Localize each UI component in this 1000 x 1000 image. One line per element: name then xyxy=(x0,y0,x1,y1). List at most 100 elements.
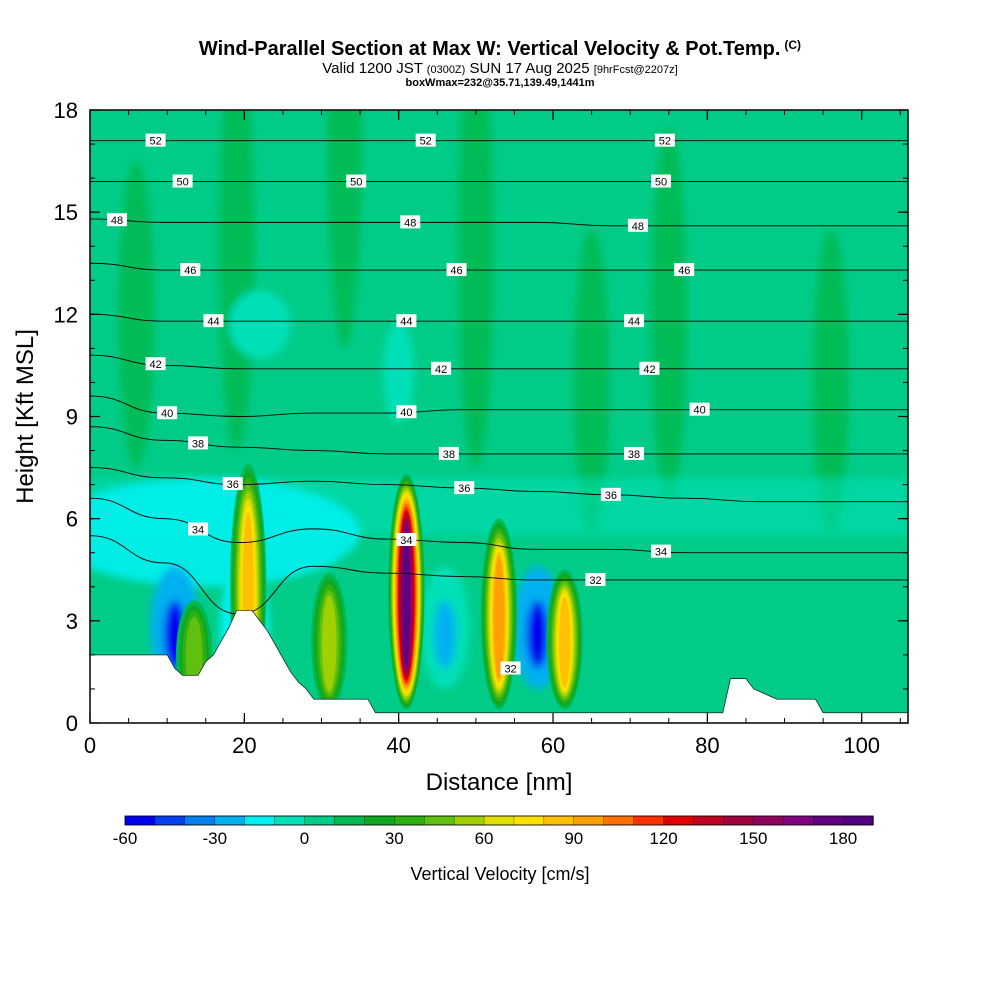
colorbar-swatch xyxy=(394,815,425,826)
contour-label: 44 xyxy=(207,316,219,328)
contour-label: 44 xyxy=(628,316,640,328)
theta-contour-labels: 32 32 34 34 34 36 36 36 38 38 38 40 40 40 42 42 42 44 44 44… xyxy=(107,133,710,676)
contour-label-bg xyxy=(674,263,695,277)
contour-label-bg xyxy=(585,572,606,586)
contour-label-bg xyxy=(188,522,209,536)
contour-label: 40 xyxy=(161,408,173,420)
contour-label-bg xyxy=(107,213,128,227)
colorbar-swatch xyxy=(304,815,336,826)
colorbar-swatch xyxy=(723,815,754,826)
x-tick-label: 60 xyxy=(541,733,565,758)
colorbar-swatch xyxy=(693,815,725,826)
colorbar-swatch xyxy=(364,815,395,826)
chart-box-info: boxWmax=232@35.71,139.49,1441m xyxy=(405,77,595,89)
colorbar-frame xyxy=(124,815,874,826)
contour-label-bg xyxy=(600,487,621,501)
contour-label: 50 xyxy=(350,177,362,189)
colorbar-tick-label: 120 xyxy=(649,829,677,848)
weak-updraft-band xyxy=(326,110,363,349)
x-tick-label: 20 xyxy=(232,733,256,758)
downdraft-core xyxy=(526,600,549,669)
contour-label-bg xyxy=(438,446,459,460)
contour-label-bg xyxy=(400,215,421,229)
contour-label: 42 xyxy=(643,364,655,376)
x-tick-label: 40 xyxy=(386,733,410,758)
colorbar-swatch xyxy=(543,815,575,826)
colorbar-tick-label: 60 xyxy=(475,829,494,848)
colorbar-tick-label: 90 xyxy=(564,829,583,848)
colorbar-tick-label: 150 xyxy=(739,829,767,848)
updraft-core-level xyxy=(493,556,505,679)
contour-label: 52 xyxy=(659,136,671,148)
colorbar-swatch xyxy=(453,815,485,826)
colorbar-swatch xyxy=(184,815,216,826)
contour-label-bg xyxy=(624,314,645,328)
theta-contour-line xyxy=(90,262,908,271)
theta-contour-line xyxy=(90,467,908,503)
contour-label: 38 xyxy=(192,438,204,450)
contour-label-bg xyxy=(222,477,243,491)
contour-label-bg xyxy=(446,263,467,277)
contour-label-bg xyxy=(651,174,672,188)
colorbar-tick-label: 180 xyxy=(829,829,857,848)
contour-label: 52 xyxy=(149,136,161,148)
colorbar-swatch xyxy=(124,815,156,826)
colorbar-swatch xyxy=(483,815,515,826)
weak-updraft-band xyxy=(813,229,849,536)
contour-label: 36 xyxy=(227,479,239,491)
contour-label-bg xyxy=(689,402,710,416)
contour-label-bg xyxy=(203,314,224,328)
colorbar-swatch xyxy=(424,815,455,826)
updraft-core-level xyxy=(559,596,571,688)
contour-label-bg xyxy=(346,174,367,188)
downdraft-core xyxy=(434,600,456,669)
velocity-field: 32 32 34 34 34 36 36 36 38 38 38 40 40 40 42 42 42 44 44 44… xyxy=(90,110,908,723)
contour-label: 40 xyxy=(694,405,706,417)
theta-contours xyxy=(90,140,908,615)
contour-label: 52 xyxy=(420,136,432,148)
colorbar-swatch xyxy=(334,815,366,826)
contour-label: 46 xyxy=(450,265,462,277)
contour-label-bg xyxy=(415,133,436,147)
x-tick-label: 0 xyxy=(84,733,96,758)
y-tick-label: 18 xyxy=(54,98,78,123)
colorbar-swatch xyxy=(214,815,246,826)
contour-label-bg xyxy=(188,436,209,450)
y-tick-label: 6 xyxy=(66,507,78,532)
contour-label-bg xyxy=(431,361,452,375)
contour-label-bg xyxy=(172,174,193,188)
colorbar-swatch xyxy=(842,815,874,826)
contour-label: 38 xyxy=(628,449,640,461)
contour-label: 32 xyxy=(504,664,516,676)
contour-label: 34 xyxy=(400,535,412,547)
weak-updraft-band xyxy=(458,110,494,468)
x-tick-label: 80 xyxy=(695,733,719,758)
colorbar-tick-label: 0 xyxy=(300,829,309,848)
contour-label: 48 xyxy=(111,215,123,227)
contour-label-bg xyxy=(396,532,417,546)
theta-contour-line xyxy=(90,535,908,615)
colorbar-swatch xyxy=(573,815,605,826)
x-axis-label: Distance [nm] xyxy=(426,769,573,796)
contour-label: 44 xyxy=(400,316,412,328)
contour-label: 34 xyxy=(655,547,667,559)
y-tick-label: 3 xyxy=(66,609,78,634)
weak-updraft-band xyxy=(218,110,255,451)
theta-contour-line xyxy=(90,426,908,455)
contour-label-bg xyxy=(396,405,417,419)
colorbar-swatch xyxy=(603,815,635,826)
y-tick-label: 15 xyxy=(54,200,78,225)
contour-label-bg xyxy=(157,406,178,420)
chart-subtitle: Valid 1200 JST (0300Z) SUN 17 Aug 2025 [… xyxy=(322,60,678,77)
contour-label-bg xyxy=(145,133,166,147)
y-axis-label: Height [Kft MSL] xyxy=(12,329,39,504)
colorbar-swatch xyxy=(244,815,276,826)
updraft-core-level xyxy=(321,595,337,692)
contour-label-bg xyxy=(654,133,675,147)
updraft-core-level xyxy=(402,526,411,668)
contour-label: 46 xyxy=(678,265,690,277)
colorbar-swatch xyxy=(783,815,814,826)
chart-title: Wind-Parallel Section at Max W: Vertical… xyxy=(198,38,802,60)
contour-label: 36 xyxy=(605,490,617,502)
